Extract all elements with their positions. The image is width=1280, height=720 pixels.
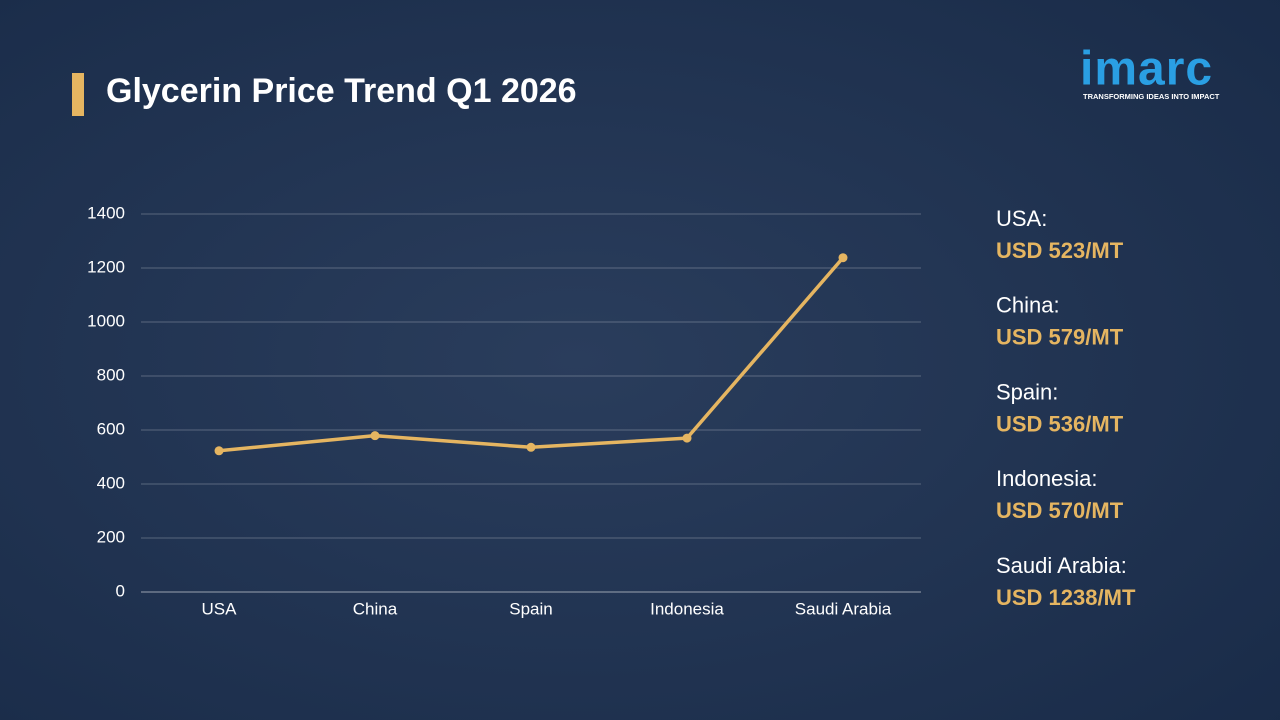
x-tick-label: Spain — [509, 599, 552, 618]
summary-name: Saudi Arabia: — [996, 553, 1127, 578]
x-tick-label: Indonesia — [650, 599, 724, 618]
summary-name: USA: — [996, 206, 1047, 231]
point — [214, 446, 224, 456]
point — [838, 253, 848, 263]
summary-value: USD 579/MT — [996, 325, 1124, 350]
y-tick-label: 1200 — [87, 257, 125, 276]
summary-value: USD 570/MT — [996, 498, 1124, 523]
summary-name: Indonesia: — [996, 466, 1098, 491]
title-accent — [72, 73, 84, 116]
chart-title: Glycerin Price Trend Q1 2026 — [106, 72, 577, 110]
summary-name: Spain: — [996, 379, 1058, 404]
x-tick-label: China — [353, 599, 398, 618]
point — [526, 442, 536, 452]
logo-tagline: TRANSFORMING IDEAS INTO IMPACT — [1083, 92, 1220, 101]
x-tick-label: USA — [202, 599, 238, 618]
y-tick-label: 600 — [97, 419, 125, 438]
logo-text: imarc — [1080, 43, 1213, 96]
point — [370, 431, 380, 441]
y-tick-label: 800 — [97, 365, 125, 384]
summary-name: China: — [996, 293, 1060, 318]
summary-value: USD 536/MT — [996, 411, 1124, 436]
summary-value: USD 1238/MT — [996, 585, 1136, 610]
summary-value: USD 523/MT — [996, 238, 1124, 263]
y-tick-label: 400 — [97, 473, 125, 492]
point — [682, 433, 692, 443]
y-tick-label: 1000 — [87, 311, 125, 330]
x-tick-label: Saudi Arabia — [795, 599, 892, 618]
y-tick-label: 0 — [116, 581, 125, 600]
y-tick-label: 1400 — [87, 203, 125, 222]
y-tick-label: 200 — [97, 527, 125, 546]
